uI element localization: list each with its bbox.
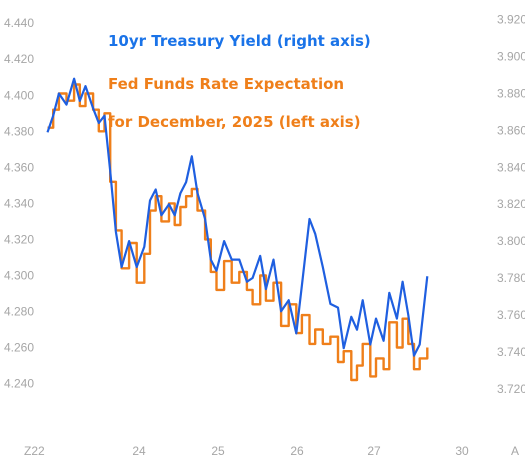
left-tick-label: 4.420 — [4, 52, 34, 66]
x-tick-label: 24 — [132, 444, 146, 458]
left-tick-label: 4.320 — [4, 232, 34, 246]
right-tick-label: 3.840 — [497, 160, 525, 174]
x-tick-label: 26 — [290, 444, 304, 458]
left-tick-label: 4.340 — [4, 196, 34, 210]
right-tick-label: 3.900 — [497, 50, 525, 64]
x-tick-prefix: Z — [24, 444, 31, 458]
left-tick-label: 4.300 — [4, 268, 34, 282]
right-tick-label: 3.920 — [497, 13, 525, 27]
right-tick-label: 3.880 — [497, 87, 525, 101]
x-tick-suffix: A — [511, 444, 519, 458]
right-tick-label: 3.740 — [497, 345, 525, 359]
x-tick-label: 30 — [455, 444, 469, 458]
left-tick-label: 4.440 — [4, 16, 34, 30]
x-tick-label: 27 — [367, 444, 381, 458]
right-tick-label: 3.860 — [497, 123, 525, 137]
right-tick-label: 3.780 — [497, 271, 525, 285]
x-tick-label: 25 — [211, 444, 225, 458]
left-tick-label: 4.280 — [4, 305, 34, 319]
legend-treasury: 10yr Treasury Yield (right axis) — [108, 32, 371, 50]
x-axis: 22Z 24 25 26 27 30 A — [24, 444, 519, 458]
series-layer — [46, 77, 429, 382]
left-tick-label: 4.380 — [4, 124, 34, 138]
right-tick-label: 3.760 — [497, 308, 525, 322]
left-tick-label: 4.400 — [4, 88, 34, 102]
right-tick-label: 3.820 — [497, 197, 525, 211]
legend-fedfunds-line2: for December, 2025 (left axis) — [108, 113, 361, 131]
left-tick-label: 4.260 — [4, 341, 34, 355]
right-axis: 3.920 3.900 3.880 3.860 3.840 3.820 3.800 3.780… — [497, 13, 525, 396]
x-tick-label: 22 — [31, 444, 45, 458]
right-tick-label: 3.800 — [497, 234, 525, 248]
legend-fedfunds: Fed Funds Rate Expectation for December,… — [108, 56, 361, 151]
left-axis: 4.440 4.420 4.400 4.380 4.360 4.340 4.320 4.300… — [4, 16, 34, 390]
left-tick-label: 4.240 — [4, 377, 34, 391]
right-tick-label: 3.720 — [497, 382, 525, 396]
left-tick-label: 4.360 — [4, 160, 34, 174]
legend-fedfunds-line1: Fed Funds Rate Expectation — [108, 75, 345, 93]
